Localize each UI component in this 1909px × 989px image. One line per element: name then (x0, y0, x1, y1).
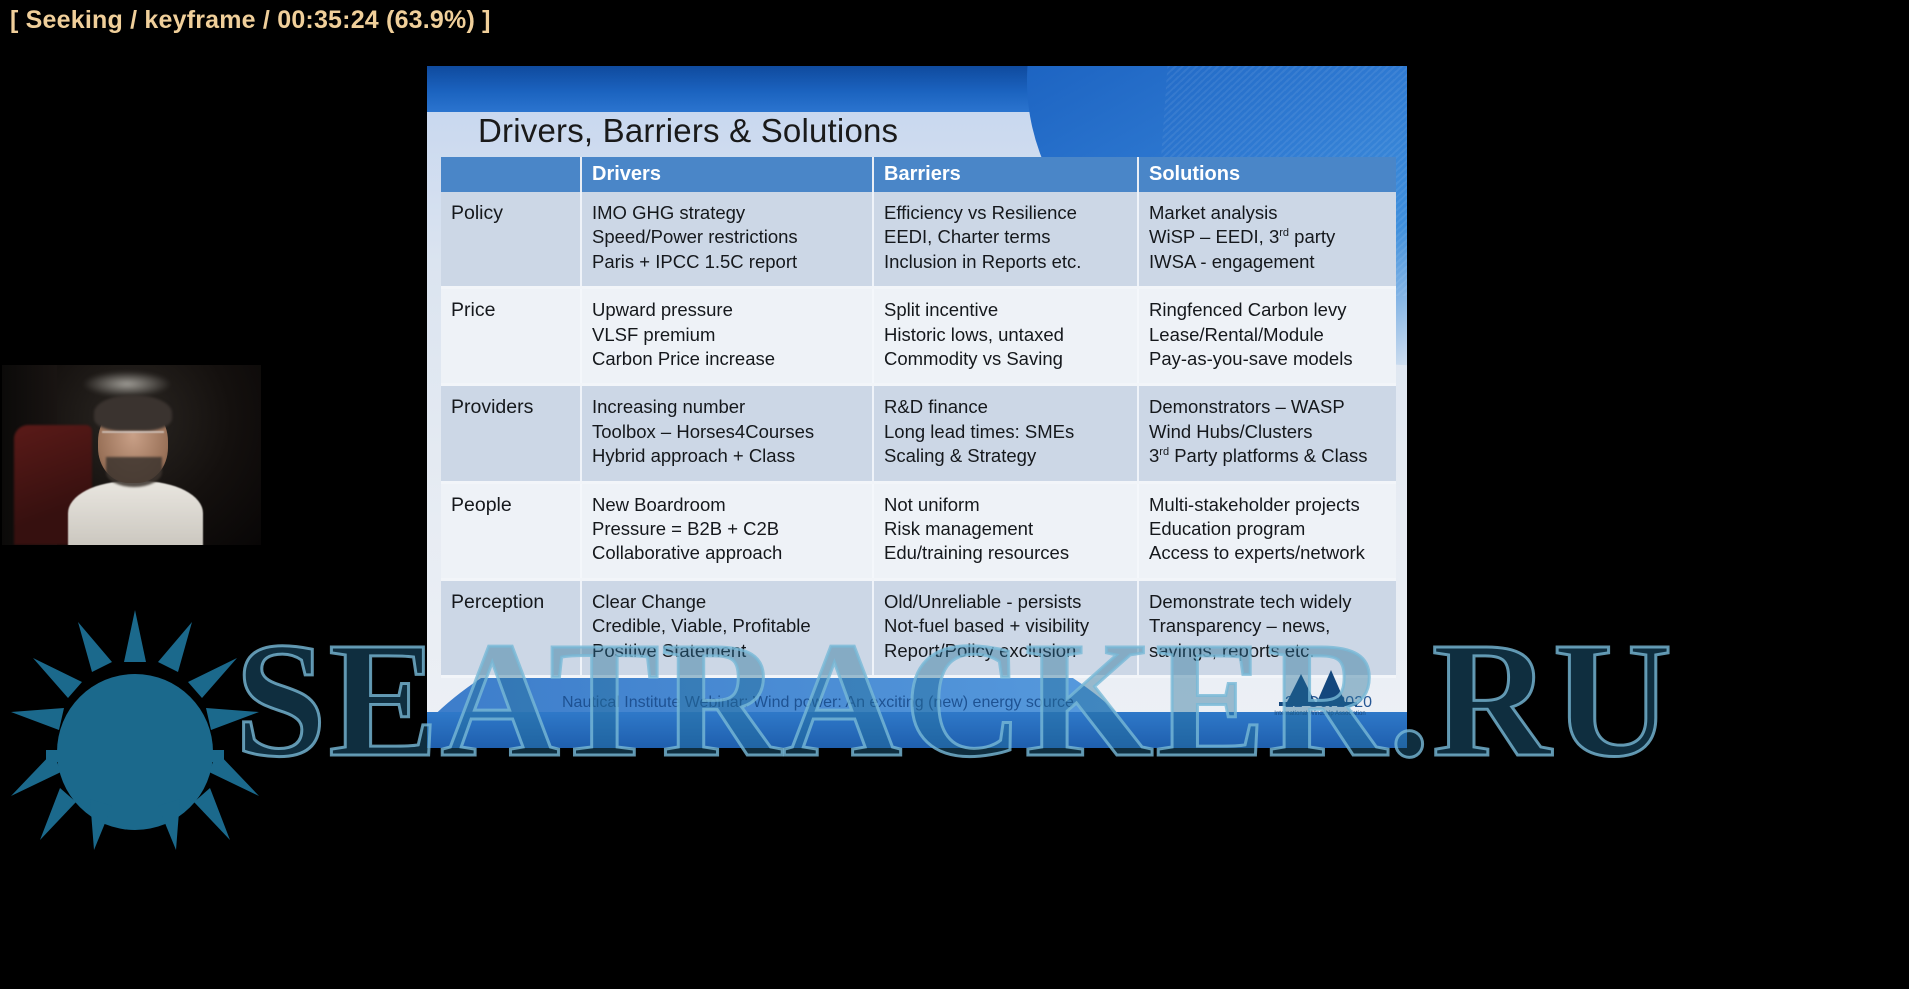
column-header-solutions: Solutions (1138, 157, 1396, 192)
cell-line: Speed/Power restrictions (592, 226, 798, 248)
cell-line: Inclusion in Reports etc. (884, 250, 1082, 272)
row-solutions: Demonstrators – WASP Wind Hubs/Clusters … (1138, 384, 1396, 484)
presentation-slide: Drivers, Barriers & Solutions Drivers Ba… (427, 66, 1407, 748)
cell-line: Old/Unreliable - persists (884, 590, 1082, 612)
cell-line: Hybrid approach + Class (592, 445, 796, 467)
row-solutions: Market analysis WiSP – EEDI, 3rd party I… (1138, 192, 1396, 290)
row-category: Price (441, 287, 582, 387)
cell-line: Positive Statement (592, 639, 747, 661)
cell-line: Carbon Price increase (592, 348, 776, 370)
cell-line: Collaborative approach (592, 542, 783, 564)
webcam-glasses (102, 431, 164, 443)
row-barriers: Old/Unreliable - persists Not-fuel based… (873, 579, 1139, 679)
presenter-webcam-video (2, 365, 261, 545)
row-drivers: Increasing number Toolbox – Horses4Cours… (581, 384, 874, 484)
row-solutions: Demonstrate tech widely Transparency – n… (1138, 579, 1396, 679)
cell-line: Ringfenced Carbon levy (1149, 299, 1347, 321)
cell-line: Education program (1149, 518, 1306, 540)
row-solutions: Ringfenced Carbon levy Lease/Rental/Modu… (1138, 287, 1396, 387)
column-header-barriers: Barriers (873, 157, 1139, 192)
slide-title: Drivers, Barriers & Solutions (478, 112, 899, 149)
row-category: People (441, 482, 582, 581)
webcam-ceiling-light (82, 371, 172, 397)
cell-line: R&D finance (884, 396, 988, 418)
cell-line: IWSA - engagement (1149, 250, 1315, 272)
row-category: Providers (441, 384, 582, 484)
table-row: Policy IMO GHG strategy Speed/Power rest… (441, 192, 1396, 290)
table-row: People New Boardroom Pressure = B2B + C2… (441, 482, 1396, 581)
row-barriers: R&D finance Long lead times: SMEs Scalin… (873, 384, 1139, 484)
table-header-row: Drivers Barriers Solutions (441, 157, 1396, 192)
webcam-hair (94, 395, 172, 431)
table-row: Price Upward pressure VLSF premium Carbo… (441, 287, 1396, 387)
slide-footer: Nautical Institute Webinar: Wind power: … (562, 694, 1372, 712)
cell-line: Toolbox – Horses4Courses (592, 420, 815, 442)
cell-line: Demonstrate tech widely (1149, 590, 1352, 612)
row-barriers: Not uniform Risk management Edu/training… (873, 482, 1139, 581)
row-category: Policy (441, 192, 582, 290)
column-header-drivers: Drivers (581, 157, 874, 192)
iwsa-logo-tagline: International Windship Association (1274, 711, 1365, 717)
webcam-beard (106, 457, 162, 487)
webcam-shirt (68, 481, 203, 545)
cell-line: New Boardroom (592, 493, 726, 515)
cell-line: Transparency – news, (1149, 615, 1331, 637)
cell-line: Scaling & Strategy (884, 445, 1037, 467)
cell-line: Historic lows, untaxed (884, 323, 1064, 345)
cell-line: Pay-as-you-save models (1149, 348, 1353, 370)
cell-line: Edu/training resources (884, 542, 1070, 564)
row-drivers: New Boardroom Pressure = B2B + C2B Colla… (581, 482, 874, 581)
table-row: Providers Increasing number Toolbox – Ho… (441, 384, 1396, 484)
row-drivers: Clear Change Credible, Viable, Profitabl… (581, 579, 874, 679)
cell-line: Not uniform (884, 493, 980, 515)
footer-title: Nautical Institute Webinar: Wind power: … (562, 694, 1074, 711)
cell-line: Long lead times: SMEs (884, 420, 1075, 442)
cell-line: Credible, Viable, Profitable (592, 615, 811, 637)
iwsa-logo: International Windship Association (1274, 670, 1366, 717)
cell-line: IMO GHG strategy (592, 202, 746, 223)
cell-line: Not-fuel based + visibility (884, 615, 1090, 637)
row-barriers: Split incentive Historic lows, untaxed C… (873, 287, 1139, 387)
cell-line-ordinal: WiSP – EEDI, 3rd party (1149, 226, 1336, 248)
row-category: Perception (441, 579, 582, 679)
osd-seek-status: [ Seeking / keyframe / 00:35:24 (63.9%) … (10, 6, 491, 34)
cell-line: Risk management (884, 518, 1034, 540)
cell-line: VLSF premium (592, 323, 716, 345)
row-drivers: IMO GHG strategy Speed/Power restriction… (581, 192, 874, 290)
cell-line: Split incentive (884, 299, 999, 321)
left-rail (0, 47, 261, 812)
cell-line: Multi-stakeholder projects (1149, 493, 1360, 515)
row-solutions: Multi-stakeholder projects Education pro… (1138, 482, 1396, 581)
cell-line: Efficiency vs Resilience (884, 202, 1077, 223)
row-barriers: Efficiency vs Resilience EEDI, Charter t… (873, 192, 1139, 290)
cell-line: Upward pressure (592, 299, 733, 321)
slide-bottom-bar (427, 712, 1407, 748)
cell-line: Pressure = B2B + C2B (592, 518, 780, 540)
cell-line: Report/Policy exclusion (884, 639, 1077, 661)
drivers-barriers-solutions-table: Drivers Barriers Solutions Policy IMO GH… (441, 157, 1396, 679)
column-header-category (441, 157, 582, 192)
cell-line: EEDI, Charter terms (884, 226, 1051, 248)
table-row: Perception Clear Change Credible, Viable… (441, 579, 1396, 679)
cell-line: Commodity vs Saving (884, 348, 1063, 370)
cell-line: Lease/Rental/Module (1149, 323, 1324, 345)
row-drivers: Upward pressure VLSF premium Carbon Pric… (581, 287, 874, 387)
cell-line: Market analysis (1149, 202, 1278, 223)
cell-line: Clear Change (592, 590, 707, 612)
cell-line: Wind Hubs/Clusters (1149, 420, 1313, 442)
cell-line-ordinal: 3rd Party platforms & Class (1149, 445, 1368, 467)
sun-logo-watermark (11, 610, 259, 850)
cell-line: Access to experts/network (1149, 542, 1365, 564)
cell-line: Paris + IPCC 1.5C report (592, 250, 798, 272)
cell-line: Demonstrators – WASP (1149, 396, 1345, 418)
cell-line: savings, reports etc. (1149, 639, 1315, 661)
cell-line: Increasing number (592, 396, 746, 418)
